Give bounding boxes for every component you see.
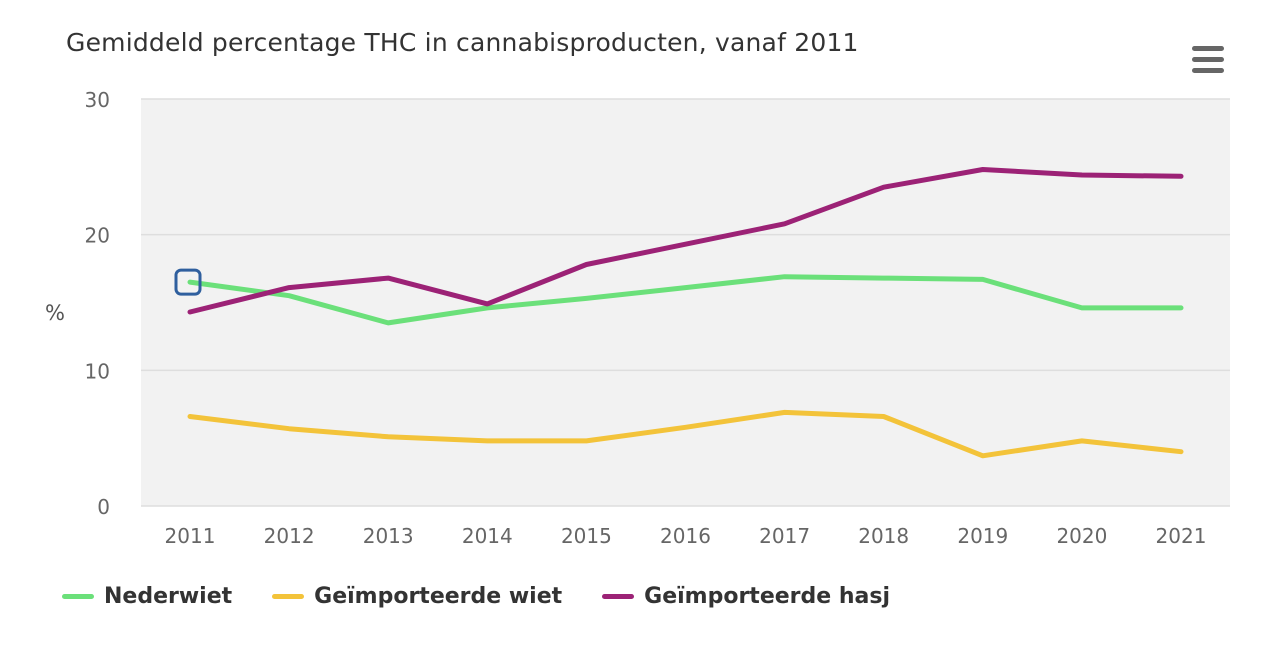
- legend-label: Nederwiet: [104, 584, 233, 609]
- legend-swatch: [272, 594, 305, 599]
- legend-item[interactable]: Nederwiet: [62, 584, 232, 609]
- x-tick-label: 2011: [165, 524, 216, 548]
- series-line-0[interactable]: [187, 274, 1184, 326]
- y-tick-label: 10: [85, 359, 110, 383]
- x-tick-label: 2018: [858, 524, 909, 548]
- legend-swatch: [62, 594, 94, 599]
- x-tick-label: 2017: [759, 524, 810, 548]
- series-line-1[interactable]: [187, 409, 1184, 459]
- highlighted-point-marker[interactable]: [174, 268, 202, 296]
- x-tick-label: 2019: [957, 524, 1008, 548]
- x-tick-label: 2021: [1156, 524, 1207, 548]
- legend-item[interactable]: Geïmporteerde wiet: [272, 584, 562, 609]
- chart-title: Gemiddeld percentage THC in cannabisprod…: [66, 28, 859, 57]
- hamburger-menu-icon[interactable]: [1188, 44, 1228, 76]
- x-tick-label: 2013: [363, 524, 414, 548]
- line-chart: 0 10 20 30 2011 2012 2013 2014 2015 2016 2017 2018…: [45, 88, 1230, 548]
- x-tick-label: 2016: [660, 524, 711, 548]
- legend: Nederwiet Geïmporteerde wiet Geïmporteerde…: [62, 584, 930, 609]
- legend-swatch: [602, 594, 635, 599]
- series-line-2[interactable]: [187, 167, 1184, 315]
- x-tick-label: 2014: [462, 524, 513, 548]
- legend-item[interactable]: Geïmporteerde hasj: [602, 584, 890, 609]
- y-tick-label: 30: [85, 88, 110, 112]
- y-tick-label: 20: [85, 224, 110, 248]
- x-tick-label: 2015: [561, 524, 612, 548]
- legend-label: Geïmporteerde wiet: [314, 584, 563, 609]
- x-tick-label: 2012: [264, 524, 315, 548]
- y-tick-label: 0: [97, 495, 110, 519]
- legend-label: Geïmporteerde hasj: [644, 584, 890, 609]
- x-tick-label: 2020: [1056, 524, 1107, 548]
- y-axis-label: %: [45, 301, 65, 325]
